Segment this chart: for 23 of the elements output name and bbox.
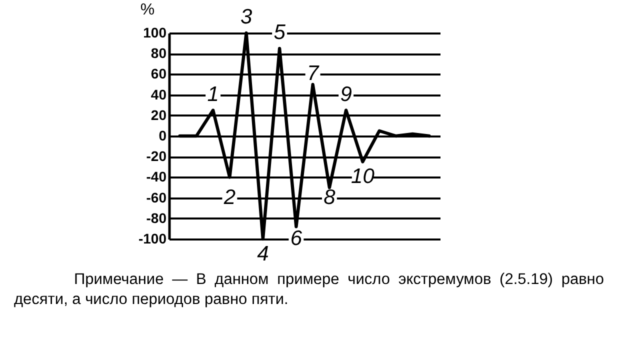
y-tick-label: 80 [150, 45, 167, 62]
annotation: 5 [274, 21, 286, 44]
y-tick-label: 0 [158, 128, 167, 144]
y-tick-label: -60 [146, 189, 167, 206]
annotation: 2 [222, 186, 236, 209]
annotation: 10 [351, 165, 375, 188]
text: 3 [240, 6, 252, 29]
annotation: 7 [306, 62, 320, 86]
text: Примечание — В данном примере число экстремумов (2.5.19) равно десяти, а число периодов равно пяти. [14, 270, 604, 310]
y-tick-label: 100 [143, 24, 167, 40]
annotation: 1 [207, 82, 219, 106]
y-tick-label: 60 [150, 66, 167, 82]
text: 4 [257, 242, 269, 266]
y-tick-label: -100 [138, 230, 167, 246]
y-tick-label: -20 [146, 148, 167, 164]
y-tick-label: 20 [150, 106, 167, 123]
y-axis-title: % [140, 2, 155, 18]
y-tick-label: -40 [146, 168, 167, 185]
y-tick-label: -80 [146, 210, 167, 226]
y-tick-label: 40 [150, 86, 167, 102]
annotation: 6 [290, 227, 302, 250]
annotation: 8 [324, 186, 336, 209]
annotation: 9 [340, 82, 352, 106]
